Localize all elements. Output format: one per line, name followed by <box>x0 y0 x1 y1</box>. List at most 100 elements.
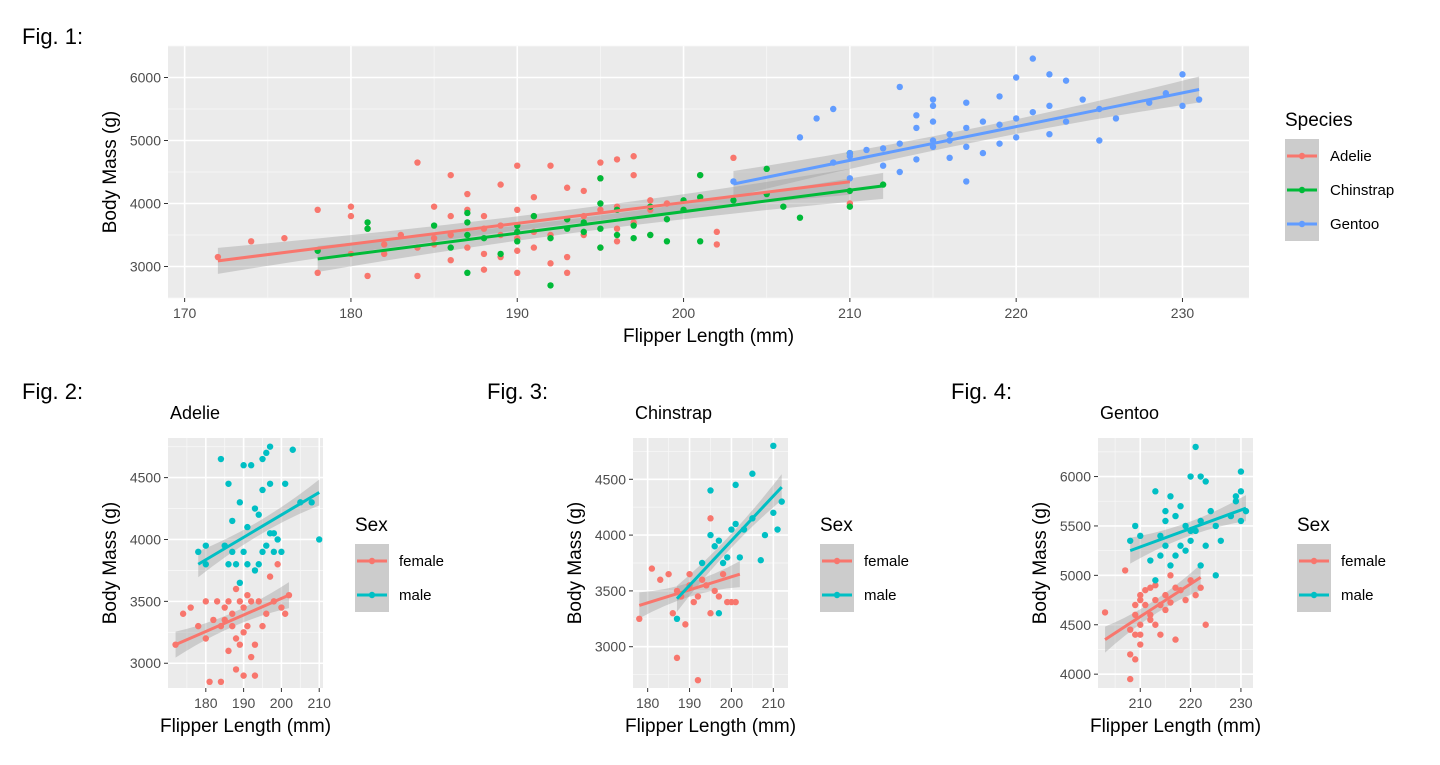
data-point <box>1152 596 1159 604</box>
data-point <box>247 598 255 605</box>
legend-key-point <box>833 591 841 599</box>
panel-title: Adelie <box>170 403 220 423</box>
data-point <box>1046 131 1053 138</box>
data-point <box>1202 542 1209 549</box>
data-point <box>1167 599 1174 606</box>
data-point <box>770 509 777 516</box>
data-point <box>281 480 289 487</box>
data-point <box>547 234 554 242</box>
data-point <box>266 480 274 487</box>
figure-4: Fig. 4: Gentoo 210 220 230 4000 4500 5000 5500 60… <box>951 379 1386 737</box>
data-point <box>1162 507 1169 515</box>
x-tick-label: 210 <box>1129 695 1153 711</box>
data-point <box>1179 102 1186 110</box>
data-point <box>630 222 637 229</box>
data-point <box>1079 96 1086 103</box>
legend-title: Species <box>1285 110 1353 131</box>
y-tick-label: 3500 <box>130 593 161 609</box>
data-point <box>1182 596 1189 604</box>
data-point <box>347 203 355 210</box>
data-point <box>1192 527 1199 535</box>
y-axis: 3000 3500 4000 4500 <box>130 470 168 671</box>
x-tick-label: 220 <box>1179 695 1203 711</box>
x-axis-title: Flipper Length (mm) <box>625 716 796 737</box>
legend: Sex female male <box>820 515 909 612</box>
legend-title: Sex <box>1297 515 1330 536</box>
legend-key-adelie <box>1285 139 1319 173</box>
data-point <box>229 517 236 525</box>
data-point <box>1237 488 1245 495</box>
data-point <box>187 604 194 611</box>
data-point <box>270 548 278 556</box>
data-point <box>447 244 454 251</box>
legend-key-point <box>1298 220 1306 228</box>
y-tick-label: 5000 <box>1060 567 1091 583</box>
legend-label: male <box>864 587 897 604</box>
plot-panel <box>1098 438 1253 688</box>
data-point <box>1182 522 1189 530</box>
data-point <box>979 149 987 157</box>
legend-key-point <box>368 591 376 599</box>
data-point <box>179 610 187 617</box>
data-point <box>730 197 737 204</box>
data-point <box>464 269 471 276</box>
y-axis: 3000 4000 5000 6000 <box>130 70 168 275</box>
data-point <box>1157 631 1164 638</box>
data-point <box>381 241 388 248</box>
fit-line-female <box>174 593 290 647</box>
data-point <box>719 559 727 567</box>
data-point <box>1202 621 1209 628</box>
fit-line-female <box>1104 576 1202 641</box>
data-point <box>244 622 251 630</box>
legend-key-point <box>1310 591 1318 599</box>
x-tick-label: 190 <box>506 305 530 321</box>
figure-label: Fig. 2: <box>22 379 83 404</box>
legend-title: Sex <box>820 515 853 536</box>
data-point <box>1132 522 1139 530</box>
data-point <box>202 542 210 549</box>
data-point <box>514 247 521 254</box>
y-tick-label: 5000 <box>130 133 161 149</box>
data-point <box>202 598 210 605</box>
data-point <box>1127 626 1134 633</box>
data-point <box>266 573 274 580</box>
data-point <box>846 153 854 160</box>
data-point <box>580 187 587 195</box>
data-point <box>647 197 654 204</box>
gridlines <box>168 45 1249 299</box>
data-point <box>1046 71 1053 78</box>
data-point <box>1152 577 1159 584</box>
x-tick-label: 230 <box>1229 695 1253 711</box>
data-point <box>686 570 693 578</box>
data-point <box>263 610 270 617</box>
data-point <box>251 672 259 679</box>
data-point <box>244 561 251 568</box>
data-point <box>597 200 604 207</box>
data-point <box>1062 77 1070 84</box>
data-point <box>514 162 521 169</box>
y-tick-label: 3000 <box>595 639 626 655</box>
data-point <box>1232 493 1240 500</box>
data-point <box>613 156 621 163</box>
data-point <box>240 629 247 636</box>
data-point <box>1121 567 1129 574</box>
data-point <box>381 250 388 258</box>
data-point <box>281 234 288 242</box>
data-point <box>1147 584 1154 591</box>
data-point <box>1132 601 1139 609</box>
data-point <box>364 219 371 226</box>
data-point <box>430 234 438 242</box>
data-point <box>1162 591 1169 599</box>
data-point <box>711 543 718 550</box>
data-point <box>464 190 471 198</box>
data-point <box>732 598 739 606</box>
data-point <box>244 591 251 599</box>
data-point <box>613 225 621 232</box>
legend-label: male <box>1341 587 1374 604</box>
y-tick-label: 3000 <box>130 655 161 671</box>
data-point <box>757 557 764 564</box>
series-gentoo-points <box>730 55 1203 185</box>
legend: Sex female male <box>1297 515 1386 612</box>
data-point <box>1029 108 1037 116</box>
